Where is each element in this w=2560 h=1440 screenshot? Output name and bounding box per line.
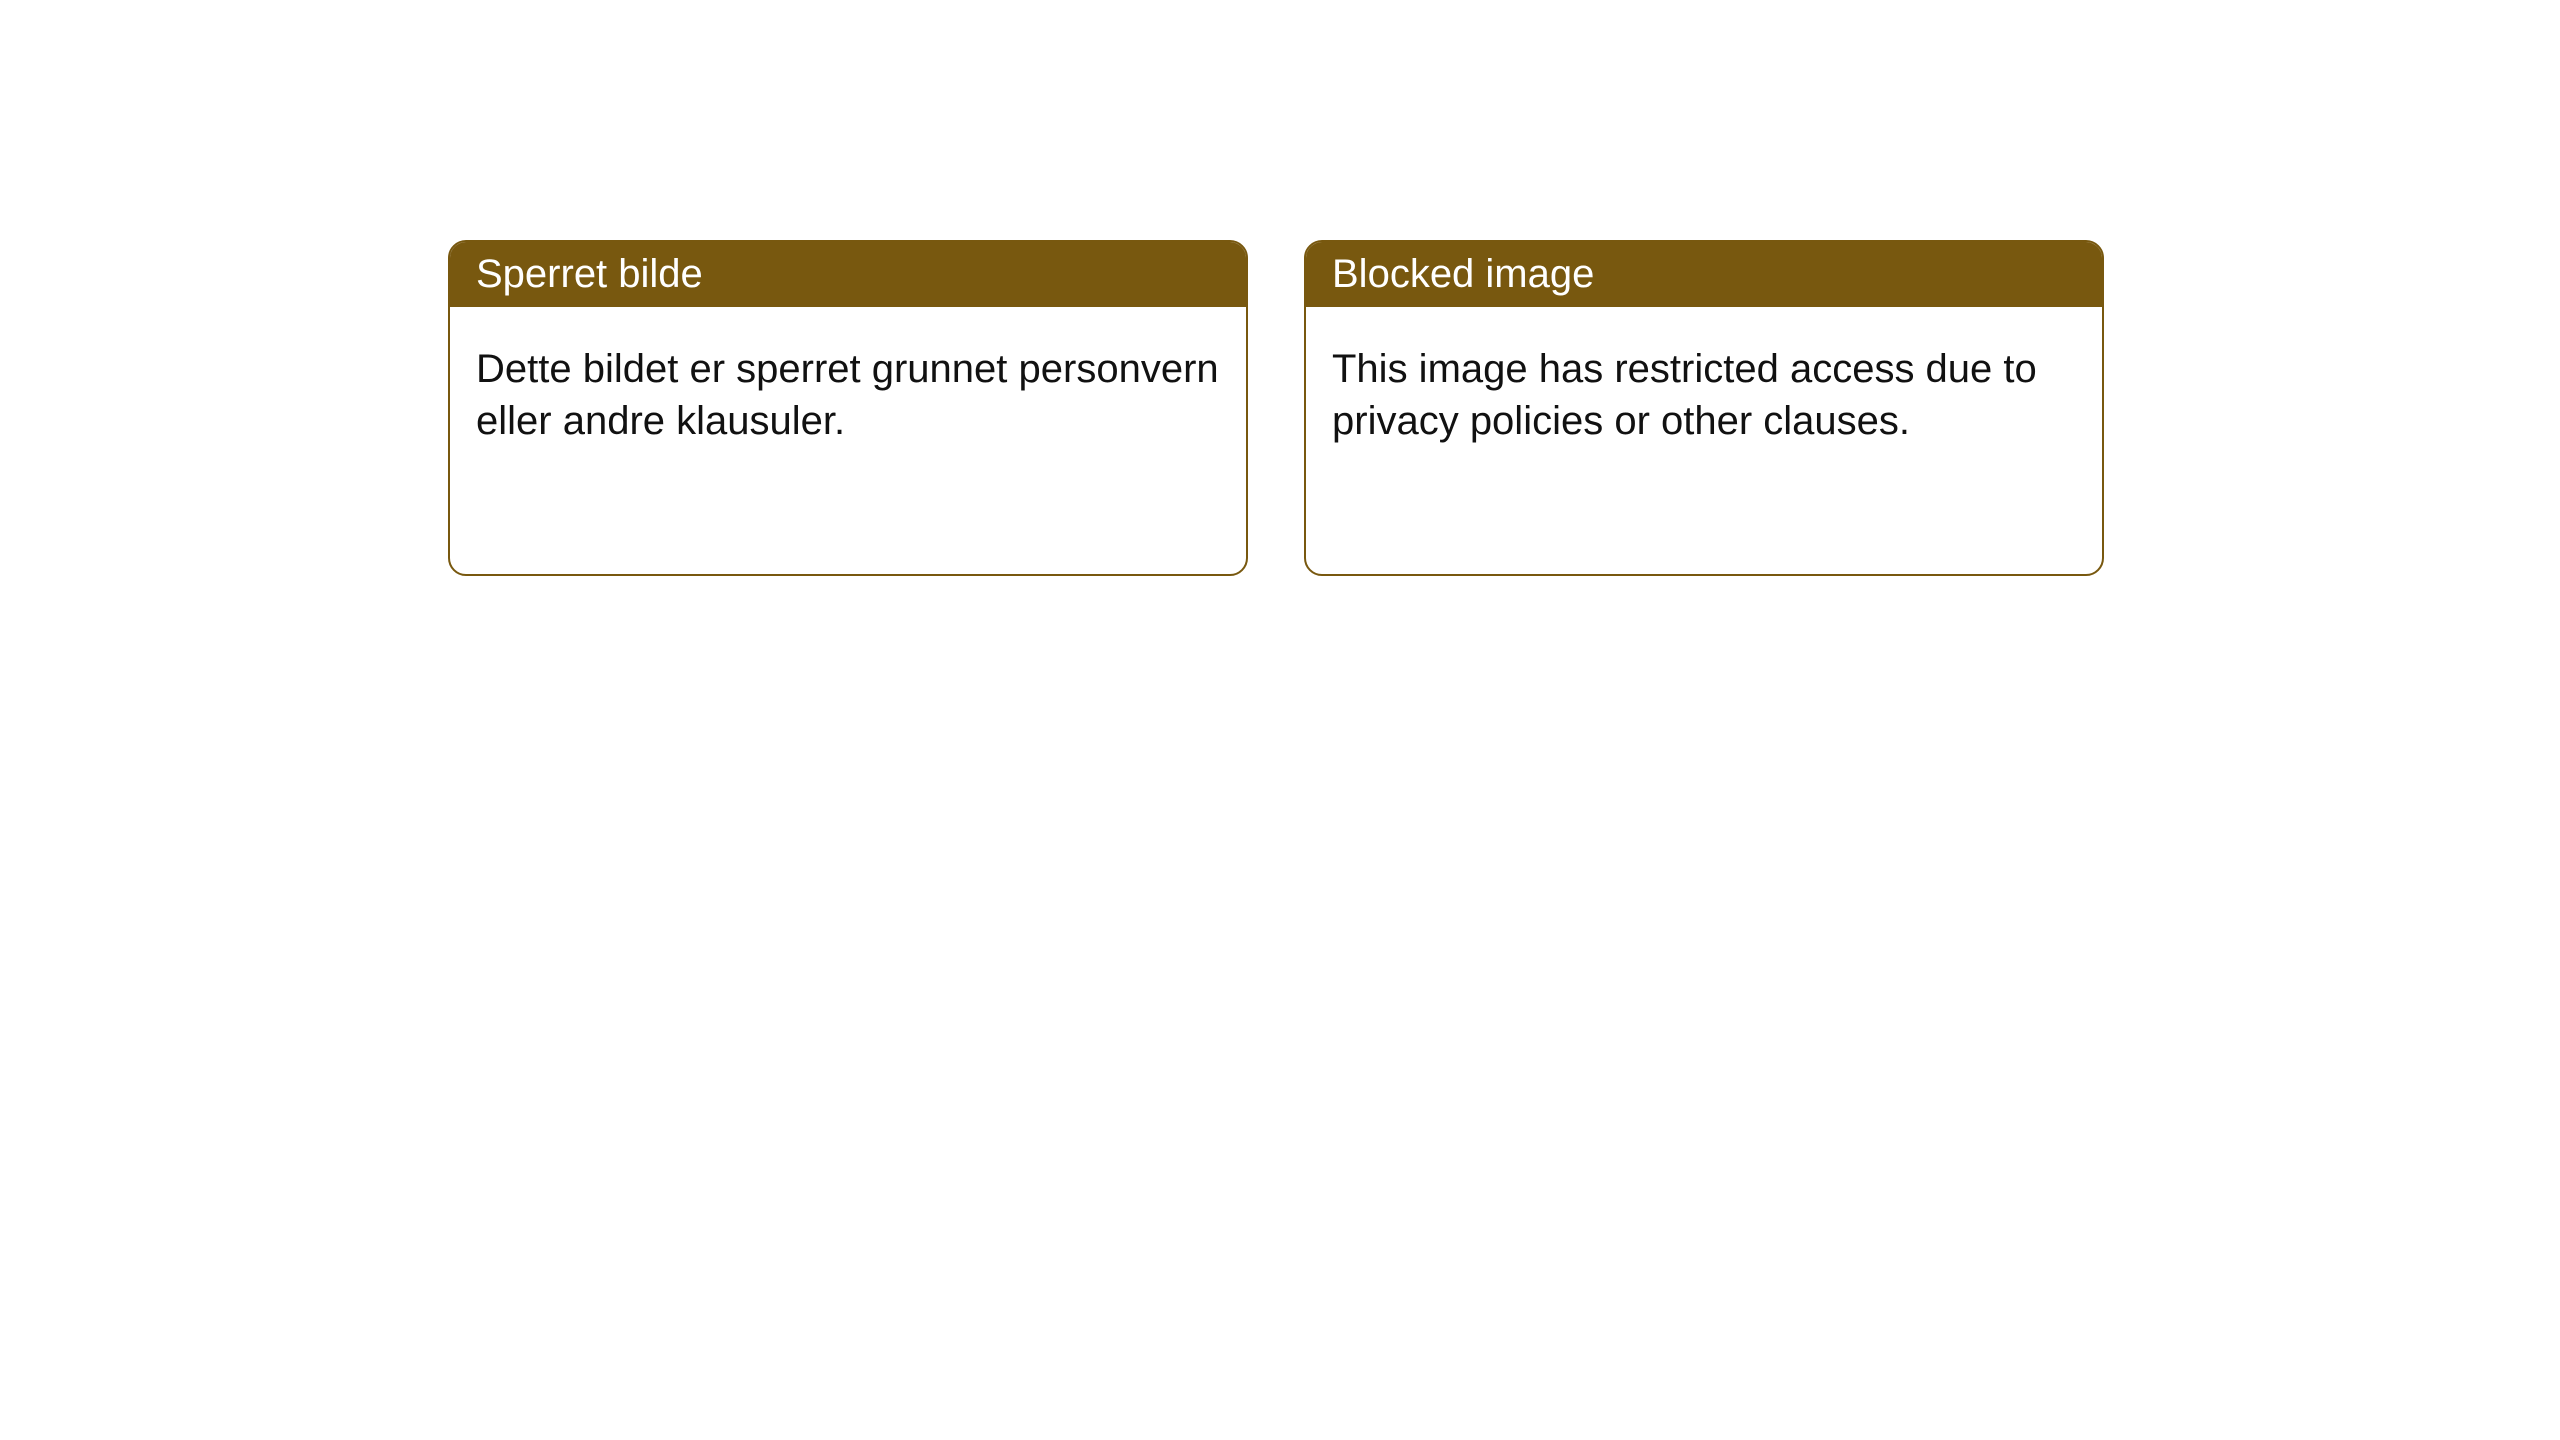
notice-body: Dette bildet er sperret grunnet personve… xyxy=(450,307,1246,483)
notice-header: Sperret bilde xyxy=(450,242,1246,307)
notice-container: Sperret bilde Dette bildet er sperret gr… xyxy=(0,0,2560,576)
notice-body-text: Dette bildet er sperret grunnet personve… xyxy=(476,347,1219,443)
notice-body-text: This image has restricted access due to … xyxy=(1332,347,2037,443)
notice-header: Blocked image xyxy=(1306,242,2102,307)
notice-body: This image has restricted access due to … xyxy=(1306,307,2102,483)
notice-card-english: Blocked image This image has restricted … xyxy=(1304,240,2104,576)
notice-card-norwegian: Sperret bilde Dette bildet er sperret gr… xyxy=(448,240,1248,576)
notice-title: Sperret bilde xyxy=(476,252,703,296)
notice-title: Blocked image xyxy=(1332,252,1594,296)
